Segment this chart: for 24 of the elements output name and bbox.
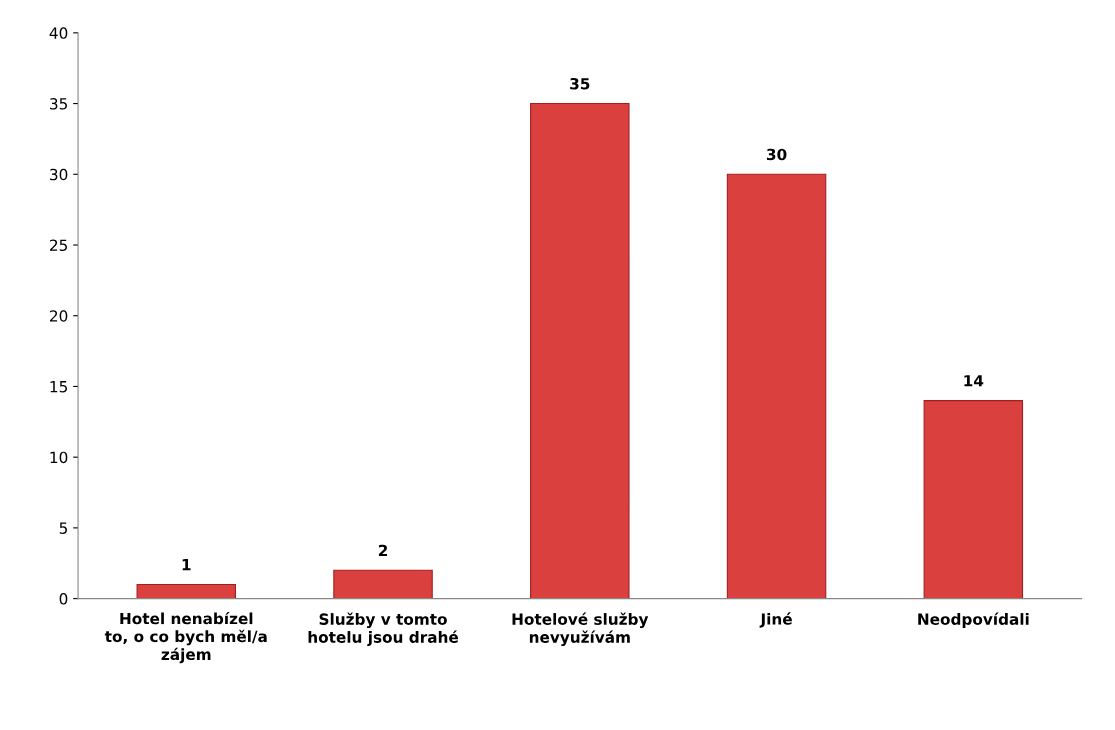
bar [726,173,827,599]
bar [530,103,630,599]
bar [136,583,237,599]
y-tick-label: 0 [59,593,68,605]
bar [923,400,1024,599]
data-label: 35 [570,77,590,90]
data-label: 1 [182,559,191,571]
y-tick-label: 40 [49,27,68,39]
y-tick-label: 10 [50,451,68,464]
data-label: 14 [964,375,984,387]
x-tick-label: Služby v tomto hotelu jsou drahé [308,612,459,646]
x-tick-label: Hotel nenabízel to, o co bych měl/a zájem [104,611,267,664]
y-tick-label: 20 [50,310,68,322]
x-tick-label: Neodpovídali [918,612,1029,628]
y-tick-label: 30 [50,168,68,181]
y-tick-label: 25 [50,239,67,252]
bar [333,569,433,599]
x-tick-label: Jiné [759,612,792,628]
y-tick-label: 15 [50,381,67,393]
data-label: 2 [378,544,388,557]
x-tick-label: Hotelové služby nevyužívám [512,612,649,646]
data-label: 30 [766,148,787,161]
y-tick-label: 5 [59,522,67,534]
y-tick-label: 35 [50,98,67,110]
